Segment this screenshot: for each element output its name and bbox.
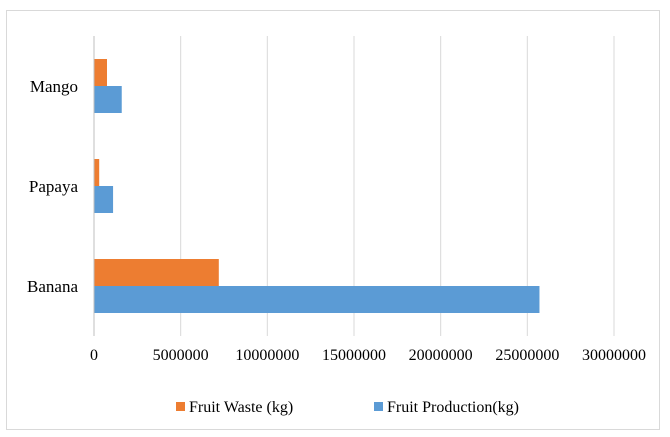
category-label: Mango	[30, 77, 78, 96]
x-tick-label: 5000000	[153, 347, 209, 364]
bars	[94, 59, 540, 313]
category-labels: Banana Papaya Mango	[27, 77, 78, 296]
x-tick-label: 15000000	[322, 347, 386, 364]
legend-swatch-waste	[176, 402, 185, 411]
bar-banana-waste	[94, 259, 219, 286]
x-tick-labels: 0 5000000 10000000 15000000 20000000 25000000…	[90, 347, 646, 364]
bar-banana-production	[94, 286, 540, 313]
bar-papaya-production	[94, 186, 114, 213]
category-label: Banana	[27, 277, 78, 296]
legend: Fruit Waste (kg) Fruit Production(kg)	[176, 399, 519, 416]
chart-frame	[6, 10, 660, 430]
x-tick-label: 20000000	[409, 347, 473, 364]
legend-swatch-production	[374, 402, 383, 411]
x-tick-label: 0	[90, 347, 98, 364]
x-tick-label: 30000000	[582, 347, 646, 364]
x-tick-label: 25000000	[495, 347, 559, 364]
bar-mango-production	[94, 86, 122, 113]
x-tick-label: 10000000	[235, 347, 299, 364]
bar-mango-waste	[94, 59, 107, 86]
bar-papaya-waste	[94, 159, 100, 186]
legend-label-waste: Fruit Waste (kg)	[189, 399, 293, 416]
legend-label-production: Fruit Production(kg)	[387, 399, 519, 416]
category-label: Papaya	[29, 177, 79, 196]
